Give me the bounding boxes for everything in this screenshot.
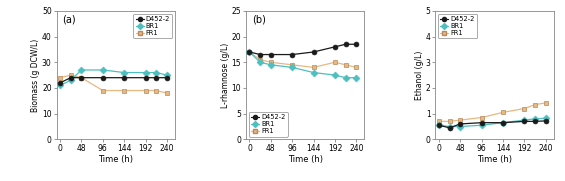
Text: (c): (c) (441, 15, 454, 25)
Y-axis label: L-rhamnose (g/L): L-rhamnose (g/L) (221, 43, 230, 108)
X-axis label: Time (h): Time (h) (98, 155, 133, 164)
X-axis label: Time (h): Time (h) (477, 155, 512, 164)
Text: (b): (b) (252, 15, 266, 25)
Legend: D452-2, BR1, FR1: D452-2, BR1, FR1 (249, 112, 288, 137)
Legend: D452-2, BR1, FR1: D452-2, BR1, FR1 (438, 14, 477, 38)
Legend: D452-2, BR1, FR1: D452-2, BR1, FR1 (133, 14, 172, 38)
X-axis label: Time (h): Time (h) (288, 155, 323, 164)
Text: (a): (a) (62, 15, 76, 25)
Y-axis label: Biomass (g DCW/L): Biomass (g DCW/L) (32, 39, 41, 112)
Y-axis label: Ethanol (g/L): Ethanol (g/L) (415, 50, 424, 100)
